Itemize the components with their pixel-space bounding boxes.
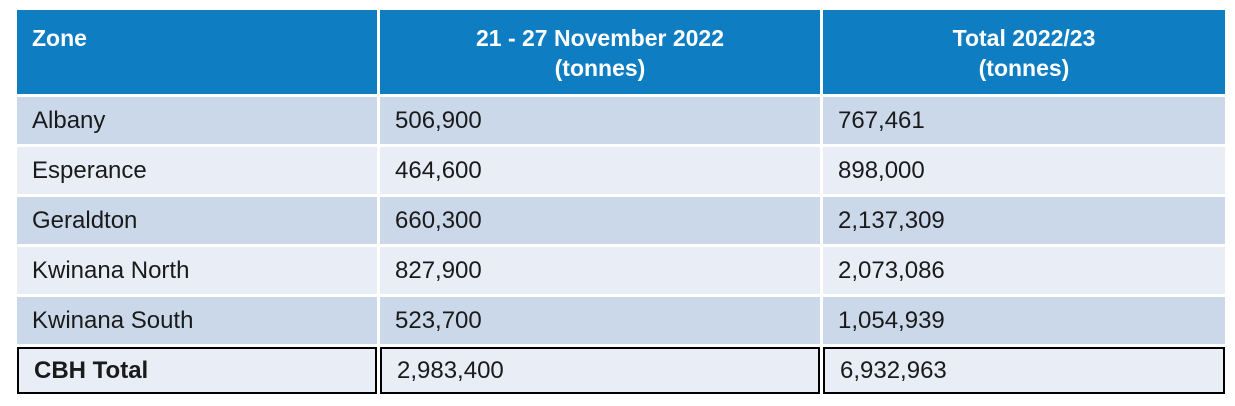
week-tonnes-cell: 464,600 (380, 147, 820, 194)
zone-cell: Albany (17, 97, 377, 144)
column-header-zone-label: Zone (32, 25, 87, 51)
week-tonnes-cell: 523,700 (380, 297, 820, 344)
zone-cell: Kwinana South (17, 297, 377, 344)
column-header-zone: Zone (17, 10, 377, 94)
column-header-week-label: 21 - 27 November 2022 (475, 25, 725, 51)
zone-cell: Kwinana North (17, 247, 377, 294)
total-total-tonnes-cell: 6,932,963 (823, 347, 1225, 394)
total-tonnes-cell: 2,137,309 (823, 197, 1225, 244)
total-label-cell: CBH Total (17, 347, 377, 394)
week-tonnes-cell: 827,900 (380, 247, 820, 294)
zone-cell: Geraldton (17, 197, 377, 244)
total-week-tonnes-cell: 2,983,400 (380, 347, 820, 394)
column-header-total-sublabel: (tonnes) (978, 55, 1070, 81)
grain-deliveries-table: Zone 21 - 27 November 2022 (tonnes) Tota… (17, 10, 1225, 394)
total-tonnes-cell: 767,461 (823, 97, 1225, 144)
week-tonnes-cell: 506,900 (380, 97, 820, 144)
total-tonnes-cell: 898,000 (823, 147, 1225, 194)
column-header-week-tonnes: 21 - 27 November 2022 (tonnes) (380, 10, 820, 94)
column-header-week-sublabel: (tonnes) (554, 55, 646, 81)
column-header-total-label: Total 2022/23 (952, 25, 1096, 51)
total-tonnes-cell: 2,073,086 (823, 247, 1225, 294)
zone-cell: Esperance (17, 147, 377, 194)
week-tonnes-cell: 660,300 (380, 197, 820, 244)
column-header-total-tonnes: Total 2022/23 (tonnes) (823, 10, 1225, 94)
total-tonnes-cell: 1,054,939 (823, 297, 1225, 344)
